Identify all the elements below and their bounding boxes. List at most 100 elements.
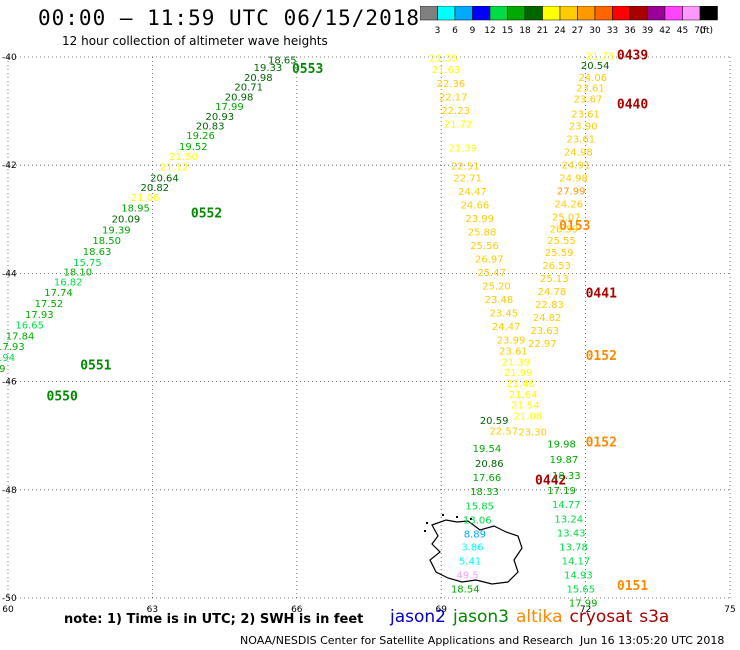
data-point-jason3: 20.82 bbox=[140, 183, 169, 194]
x-tick-label: 66 bbox=[291, 605, 303, 615]
page-title: 00:00 – 11:59 UTC 06/15/2018 bbox=[38, 6, 421, 30]
x-tick-label: 72 bbox=[580, 605, 591, 615]
data-point-jason3: 20.98 bbox=[244, 73, 273, 84]
credit-line: NOAA/NESDIS Center for Satellite Applica… bbox=[240, 634, 574, 647]
y-tick-label: -48 bbox=[2, 486, 17, 496]
data-point-s3a: 25.13 bbox=[540, 274, 569, 285]
x-tick-label: 60 bbox=[2, 605, 14, 615]
data-point-s3a: 14.77 bbox=[552, 500, 581, 511]
data-point-altika: 25.20 bbox=[482, 282, 511, 293]
data-point-jason3: 17.52 bbox=[35, 299, 64, 310]
data-point-s3a: 24.98 bbox=[564, 147, 593, 158]
data-point-cryosat: 17.66 bbox=[473, 473, 502, 484]
data-point-altika: 21.63 bbox=[432, 65, 461, 76]
data-point-s3a: 22.97 bbox=[528, 339, 557, 350]
colorbar-tick: 3 bbox=[435, 26, 441, 36]
data-point-cryosat: 22.57 bbox=[489, 427, 518, 438]
data-point-s3a: 18.33 bbox=[552, 471, 581, 482]
islet-dot bbox=[456, 516, 458, 518]
data-point-s3a: 24.06 bbox=[578, 73, 607, 84]
colorbar-tick: 12 bbox=[484, 26, 495, 36]
data-point-jason3: 17.99 bbox=[215, 102, 244, 113]
data-point-s3a: 22.83 bbox=[535, 300, 564, 311]
data-point-s3a: 17.99 bbox=[569, 599, 598, 610]
data-point-altika: 23.61 bbox=[499, 347, 528, 358]
colorbar-tick: 21 bbox=[537, 26, 548, 36]
data-point-jason3: 16.94 bbox=[0, 353, 15, 364]
data-point-s3a: 24.78 bbox=[538, 287, 567, 298]
pass-label-altika: 0152 bbox=[586, 436, 617, 451]
data-point-jason3: 16.82 bbox=[54, 277, 83, 288]
colorbar-tick: 6 bbox=[452, 26, 458, 36]
colorbar-tick: 39 bbox=[642, 26, 654, 36]
data-point-altika: 22.17 bbox=[439, 92, 468, 103]
data-point-altika: 21.35 bbox=[429, 53, 458, 64]
data-point-jason3: 18.65 bbox=[268, 55, 297, 66]
chart-subtitle: 12 hour collection of altimeter wave hei… bbox=[62, 34, 328, 48]
y-tick-label: -40 bbox=[2, 53, 17, 63]
data-point-altika: 22.51 bbox=[451, 162, 480, 173]
data-point-jason3: 18.10 bbox=[63, 268, 92, 279]
pass-label-altika: 0153 bbox=[559, 219, 590, 234]
data-point-s3a: 15.65 bbox=[566, 585, 595, 596]
data-point-s3a: 26.59 bbox=[550, 224, 579, 235]
islet-dot bbox=[442, 514, 444, 516]
data-point-altika: 24.47 bbox=[458, 187, 487, 198]
data-point-jason3: 18.95 bbox=[121, 204, 150, 215]
data-point-jason3: 21.06 bbox=[131, 193, 160, 204]
colorbar-tick: 18 bbox=[519, 26, 531, 36]
colorbar-swatch bbox=[699, 6, 718, 21]
data-point-altika: 22.36 bbox=[437, 79, 466, 90]
island-outline bbox=[429, 519, 523, 585]
data-point-s3a: 25.59 bbox=[545, 248, 574, 259]
pass-label-jason3: 0550 bbox=[47, 390, 78, 405]
data-point-s3a: 24.91 bbox=[562, 160, 591, 171]
data-point-jason3: 20.83 bbox=[196, 121, 225, 132]
data-point-altika: 24.66 bbox=[461, 200, 490, 211]
pass-label-s3a: 0441 bbox=[586, 287, 617, 302]
data-point-altika: 21.64 bbox=[509, 390, 538, 401]
data-point-cryosat: 5.41 bbox=[459, 556, 481, 567]
data-point-altika: 23.99 bbox=[465, 214, 494, 225]
legend-s3a: s3a bbox=[639, 607, 670, 627]
data-point-cryosat: 18.33 bbox=[470, 487, 499, 498]
data-point-jason3: 17.39 bbox=[0, 364, 5, 375]
legend-altika: altika bbox=[516, 607, 563, 627]
y-tick-label: -46 bbox=[2, 378, 17, 388]
data-point-altika: 22.23 bbox=[441, 106, 470, 117]
data-point-cryosat: 15.85 bbox=[465, 501, 494, 512]
data-point-jason3: 21.50 bbox=[169, 152, 198, 163]
data-point-jason3: 19.39 bbox=[102, 225, 131, 236]
data-point-cryosat: 18.54 bbox=[451, 585, 480, 596]
data-point-jason3: 20.93 bbox=[205, 112, 234, 123]
data-point-s3a: 25.55 bbox=[547, 236, 576, 247]
colorbar-tick: 33 bbox=[607, 26, 618, 36]
data-point-s3a: 21.73 bbox=[586, 52, 615, 63]
data-point-jason3: 17.74 bbox=[44, 288, 73, 299]
data-point-altika: 21.99 bbox=[504, 368, 533, 379]
pass-label-altika: 0151 bbox=[617, 579, 648, 594]
pass-label-cryosat: 0442 bbox=[535, 473, 566, 488]
data-point-altika: 23.48 bbox=[485, 295, 514, 306]
data-point-s3a: 23.90 bbox=[569, 121, 598, 132]
data-point-s3a: 24.26 bbox=[554, 199, 583, 210]
data-point-jason3: 21.12 bbox=[160, 163, 189, 174]
x-tick-label: 63 bbox=[147, 605, 158, 615]
data-point-altika: 25.56 bbox=[470, 241, 499, 252]
colorbar-tick: 9 bbox=[470, 26, 476, 36]
data-point-altika: 21.72 bbox=[444, 119, 473, 130]
y-tick-label: -44 bbox=[2, 269, 17, 279]
pass-label-altika: 0152 bbox=[586, 349, 617, 364]
pass-label-jason3: 0551 bbox=[80, 359, 111, 374]
data-point-cryosat: 13.06 bbox=[463, 515, 492, 526]
colorbar-legend: 3 6 9 12 15 18 21 24 27 30 33 36 39 42 45 70(ft) bbox=[420, 6, 718, 36]
data-point-altika: 23.45 bbox=[489, 309, 518, 320]
data-point-s3a: 13.24 bbox=[554, 514, 583, 525]
data-point-altika: 25.88 bbox=[468, 228, 497, 239]
data-point-jason3: 17.93 bbox=[25, 310, 54, 321]
colorbar-tick: 27 bbox=[572, 26, 583, 36]
data-point-s3a: 24.98 bbox=[559, 173, 588, 184]
colorbar-tick: 42 bbox=[659, 26, 670, 36]
colorbar-tick: 36 bbox=[624, 26, 636, 36]
